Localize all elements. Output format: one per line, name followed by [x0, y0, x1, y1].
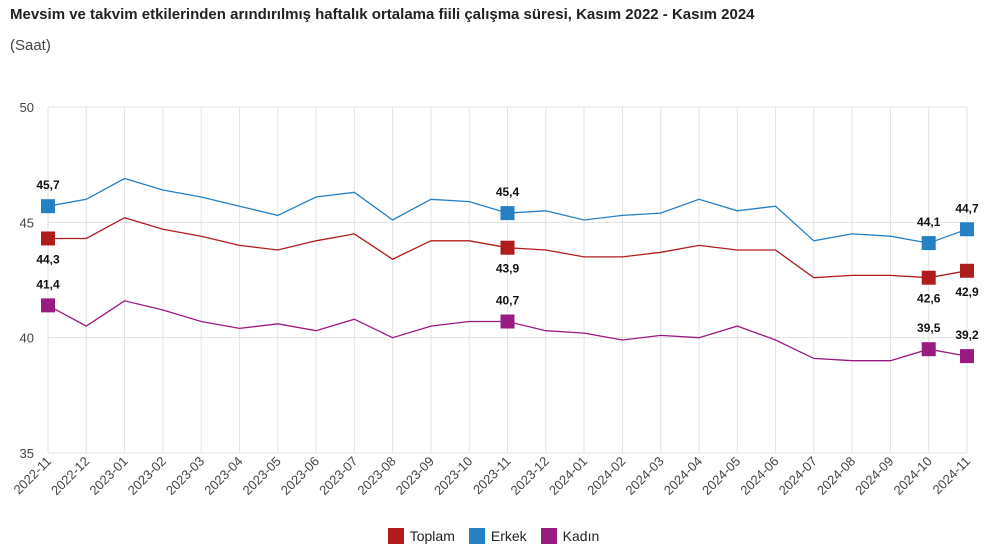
data-label: 42,9 — [955, 285, 979, 299]
legend-item-kadın[interactable]: Kadın — [540, 528, 600, 544]
data-point-marker — [960, 349, 974, 364]
x-tick-label: 2023-12 — [508, 454, 552, 498]
x-tick-label: 2023-10 — [431, 454, 475, 498]
data-label: 44,3 — [36, 252, 60, 266]
data-point-marker — [41, 298, 55, 313]
x-tick-label: 2024-11 — [929, 454, 973, 498]
data-point-marker — [41, 199, 55, 214]
data-point-marker — [500, 206, 515, 221]
data-point-marker — [921, 342, 936, 357]
x-tick-label: 2024-02 — [584, 454, 628, 498]
y-tick-label: 50 — [20, 100, 34, 115]
x-tick-label: 2024-10 — [890, 454, 934, 498]
data-point-marker — [921, 270, 936, 285]
data-label: 42,6 — [917, 292, 941, 306]
legend-swatch — [540, 528, 557, 544]
x-tick-label: 2024-04 — [661, 454, 705, 498]
legend-swatch — [387, 528, 404, 544]
data-label: 39,2 — [955, 328, 979, 342]
legend-swatch — [468, 528, 485, 544]
legend-label: Kadın — [562, 528, 600, 544]
y-tick-label: 40 — [20, 331, 34, 346]
data-label: 41,4 — [36, 277, 60, 291]
legend-label: Erkek — [490, 528, 527, 544]
legend-label: Toplam — [409, 528, 455, 544]
x-tick-label: 2023-01 — [86, 454, 130, 498]
data-label: 43,9 — [496, 262, 520, 276]
x-tick-label: 2024-07 — [776, 454, 820, 498]
x-tick-label: 2024-03 — [622, 454, 666, 498]
chart-title: Mevsim ve takvim etkilerinden arındırılm… — [10, 6, 755, 23]
data-label: 44,1 — [917, 215, 941, 229]
data-point-marker — [921, 236, 936, 251]
x-tick-label: 2023-05 — [240, 454, 284, 498]
x-tick-label: 2023-06 — [278, 454, 322, 498]
data-point-marker — [960, 263, 974, 278]
data-label: 45,4 — [496, 185, 520, 199]
x-tick-label: 2024-08 — [814, 454, 858, 498]
x-tick-label: 2024-06 — [737, 454, 781, 498]
x-tick-label: 2024-09 — [852, 454, 896, 498]
legend-item-toplam[interactable]: Toplam — [387, 528, 455, 544]
x-tick-label: 2024-05 — [699, 454, 743, 498]
y-tick-label: 45 — [20, 215, 34, 230]
data-point-marker — [500, 240, 515, 255]
x-tick-label: 2023-08 — [354, 454, 398, 498]
data-point-marker — [960, 222, 974, 237]
x-tick-label: 2023-04 — [201, 454, 245, 498]
data-label: 40,7 — [496, 294, 520, 308]
x-tick-label: 2023-09 — [393, 454, 437, 498]
x-tick-label: 2023-11 — [470, 454, 514, 498]
x-tick-label: 2024-01 — [546, 454, 590, 498]
legend-item-erkek[interactable]: Erkek — [468, 528, 527, 544]
chart-legend: Toplam Erkek Kadın — [0, 528, 987, 544]
x-tick-label: 2023-02 — [125, 454, 169, 498]
chart-subtitle: (Saat) — [10, 37, 51, 54]
data-point-marker — [500, 314, 515, 329]
x-tick-label: 2022-12 — [48, 454, 92, 498]
y-tick-label: 35 — [20, 446, 34, 461]
x-tick-label: 2023-03 — [163, 454, 207, 498]
data-label: 45,7 — [36, 178, 60, 192]
data-label: 39,5 — [917, 321, 941, 335]
x-tick-label: 2023-07 — [316, 454, 360, 498]
line-chart: 354045502022-112022-122023-012023-022023… — [10, 100, 979, 498]
data-label: 44,7 — [955, 201, 979, 215]
data-point-marker — [41, 231, 55, 246]
